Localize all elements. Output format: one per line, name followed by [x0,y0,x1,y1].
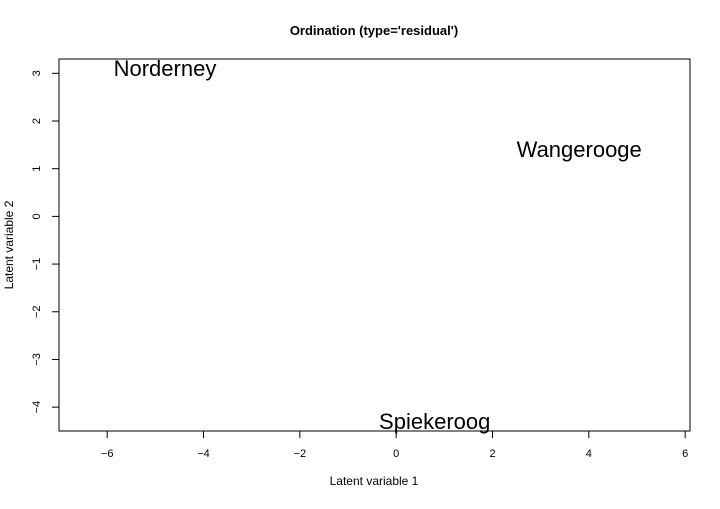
y-axis-label: Latent variable 2 [2,200,16,289]
y-tick-label: −1 [31,258,43,271]
chart-title: Ordination (type='residual') [290,23,458,38]
y-tick-label: 0 [31,213,43,219]
x-axis: −6 −4 −2 0 2 4 6 [101,430,688,460]
x-tick-label: −4 [197,448,210,460]
x-tick-label: −6 [101,448,114,460]
y-tick-label: −2 [31,305,43,318]
point-label: Wangerooge [517,137,642,162]
x-axis-label: Latent variable 1 [330,474,419,488]
plot-frame [58,58,691,432]
y-tick-label: −3 [31,353,43,366]
y-axis: −4 −3 −2 −1 0 1 2 3 [31,70,60,414]
x-tick-label: 2 [489,448,495,460]
y-tick-label: −4 [31,401,43,414]
x-tick-label: −2 [294,448,307,460]
y-tick-label: 3 [31,70,43,76]
y-tick-label: 2 [31,118,43,124]
x-tick-label: 6 [682,448,688,460]
point-labels: Norderney Wangerooge Spiekeroog [114,56,642,434]
point-label: Spiekeroog [379,409,490,434]
x-tick-label: 0 [393,448,399,460]
x-tick-label: 4 [586,448,592,460]
y-tick-label: 1 [31,166,43,172]
point-label: Norderney [114,56,217,81]
